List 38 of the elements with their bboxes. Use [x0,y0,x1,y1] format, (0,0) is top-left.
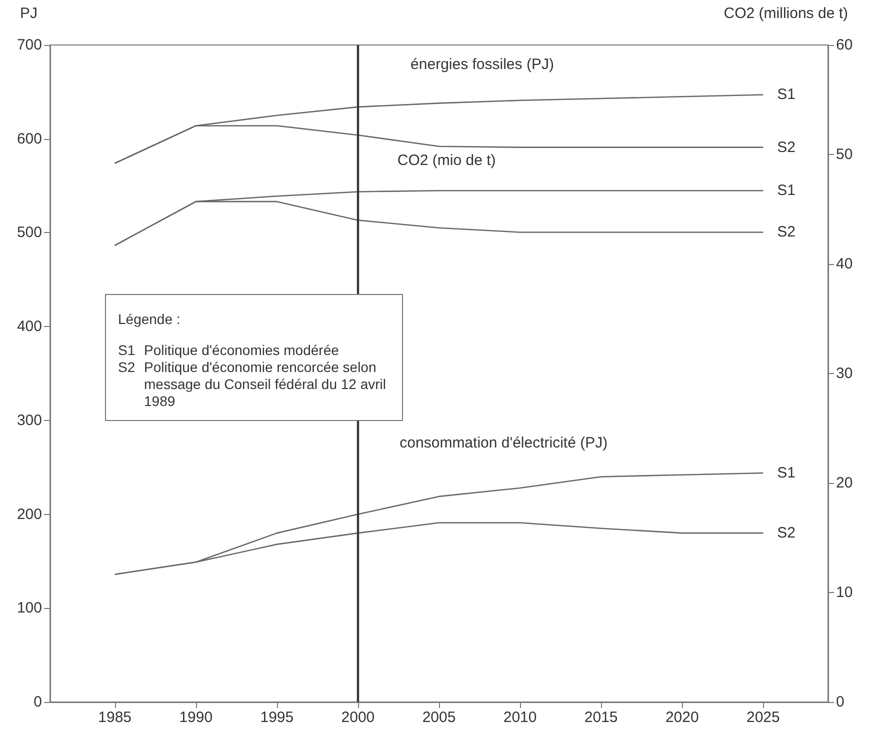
y-tick-label: 700 [16,36,42,54]
x-tick-label: 2025 [746,709,780,726]
y2-tick-label: 30 [836,365,853,382]
series-label: S2 [777,138,796,156]
y2-tick-label: 20 [836,474,853,492]
series-label: S1 [777,464,796,482]
series-label: S2 [777,524,796,542]
annotation: énergies fossiles (PJ) [410,56,554,74]
x-tick-label: 1990 [179,709,213,726]
y2-tick-label: 10 [836,584,853,601]
y2-tick-label: 50 [836,146,853,163]
y-tick-label: 500 [16,224,42,242]
x-tick-label: 2000 [341,709,375,726]
y2-axis-title: CO2 (millions de t) [724,5,848,22]
annotation: Légende : [118,311,182,328]
x-tick-label: 2010 [503,709,537,726]
y-tick-label: 300 [16,412,42,429]
y-tick-label: 200 [16,506,42,523]
x-tick-label: 1985 [98,709,132,726]
x-tick-label: 2020 [665,709,699,726]
series-label: S1 [777,86,796,104]
y-tick-label: 100 [16,600,42,617]
y-tick-label: 0 [34,694,42,710]
x-tick-label: 1995 [260,709,294,726]
series-label: S1 [777,182,796,200]
annotation: consommation d'électricité (PJ) [400,434,608,452]
series-label: S2 [777,224,796,241]
y2-tick-label: 0 [836,694,844,710]
y2-tick-label: 40 [836,256,853,272]
y2-tick-label: 60 [836,36,853,54]
x-tick-label: 2015 [584,709,618,726]
y-axis-title: PJ [20,5,38,22]
annotation: CO2 (mio de t) [397,152,496,170]
y-tick-label: 600 [16,130,42,148]
annotation: S1 Politique d'économies modérée [118,342,339,359]
annotation: S2 Politique d'économie rencorcée selon message du Conseil fédéral du 12 avril 1989 [118,359,388,410]
x-tick-label: 2005 [422,709,456,726]
y-tick-label: 400 [16,318,42,336]
